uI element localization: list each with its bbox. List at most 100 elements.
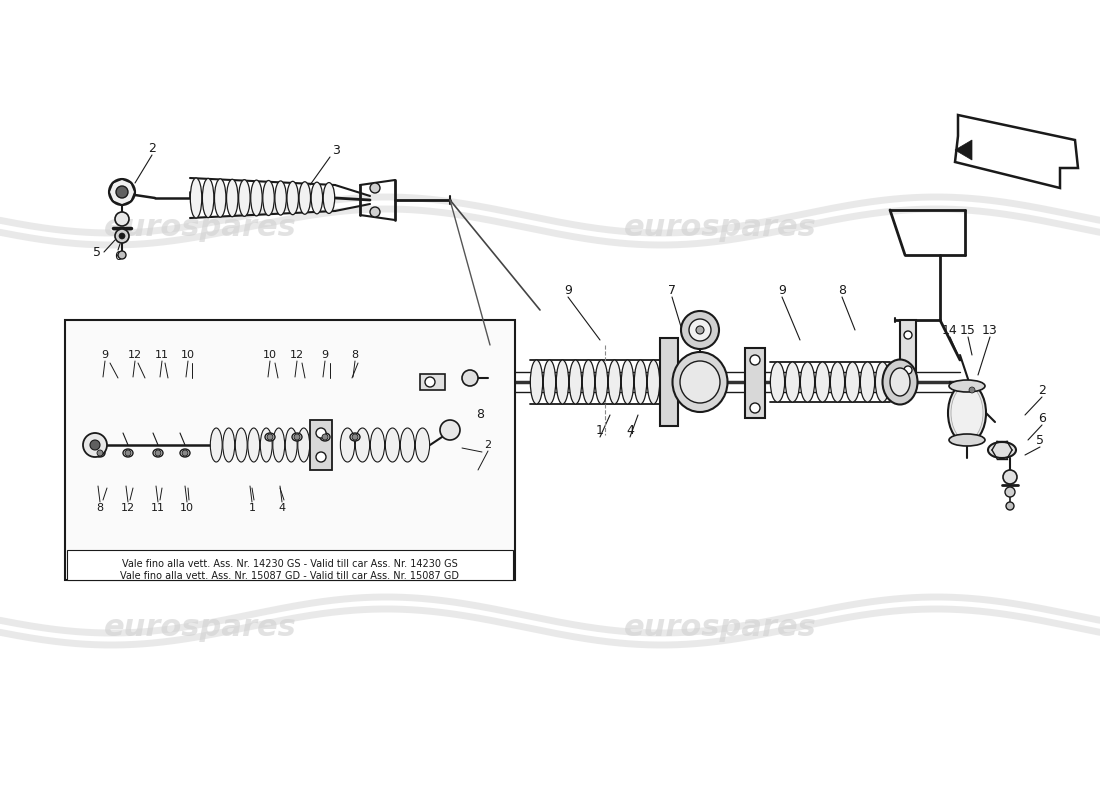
Bar [65,320,515,580]
Ellipse shape [153,449,163,457]
Circle shape [90,440,100,450]
Text: 2: 2 [148,142,156,154]
Ellipse shape [608,360,620,404]
Ellipse shape [323,182,334,214]
Circle shape [97,450,103,456]
Circle shape [750,403,760,413]
Ellipse shape [635,360,647,404]
Bar [420,374,446,390]
Ellipse shape [235,428,248,462]
Ellipse shape [275,181,286,215]
Ellipse shape [949,380,984,392]
Circle shape [118,251,127,259]
Bar [660,338,678,426]
Ellipse shape [416,428,430,462]
Ellipse shape [570,360,582,404]
Circle shape [155,450,161,456]
Ellipse shape [582,360,595,404]
Text: 2: 2 [484,440,492,450]
Circle shape [267,434,273,440]
Text: 4: 4 [626,423,634,437]
Ellipse shape [876,362,890,402]
Text: 1: 1 [249,503,255,513]
Ellipse shape [595,360,607,404]
Text: eurospares: eurospares [624,214,816,242]
Ellipse shape [311,182,322,214]
Ellipse shape [355,428,370,462]
Ellipse shape [371,428,385,462]
Circle shape [116,229,129,243]
Ellipse shape [350,433,360,441]
Text: Vale fino alla vett. Ass. Nr. 15087 GD - Valid till car Ass. Nr. 15087 GD: Vale fino alla vett. Ass. Nr. 15087 GD -… [121,571,460,581]
Ellipse shape [830,362,845,402]
Text: 10: 10 [263,350,277,360]
Ellipse shape [285,428,297,462]
Circle shape [370,207,379,217]
Ellipse shape [251,180,262,216]
Bar [900,320,916,385]
Text: 8: 8 [351,350,359,360]
Ellipse shape [287,182,298,214]
Circle shape [1003,470,1018,484]
Text: 12: 12 [128,350,142,360]
Ellipse shape [557,360,569,404]
Text: eurospares: eurospares [624,614,816,642]
Ellipse shape [292,433,302,441]
Ellipse shape [949,434,984,446]
Ellipse shape [952,386,983,440]
Ellipse shape [846,362,859,402]
Circle shape [82,433,107,457]
Ellipse shape [543,360,556,404]
Ellipse shape [265,433,275,441]
Ellipse shape [530,360,542,404]
Ellipse shape [263,181,274,215]
Bar [310,420,332,470]
Ellipse shape [815,362,829,402]
Ellipse shape [299,182,310,214]
Ellipse shape [320,433,330,441]
Circle shape [316,428,326,438]
Text: 13: 13 [982,323,998,337]
Circle shape [322,434,328,440]
Circle shape [125,450,131,456]
Circle shape [969,387,975,393]
Text: 10: 10 [180,503,194,513]
Text: 12: 12 [121,503,135,513]
Ellipse shape [672,352,727,412]
Circle shape [109,179,135,205]
Text: 8: 8 [476,409,484,422]
Circle shape [182,450,188,456]
Ellipse shape [227,179,238,217]
Polygon shape [955,140,972,160]
Text: 12: 12 [290,350,304,360]
Ellipse shape [400,428,415,462]
Ellipse shape [770,362,784,402]
Text: 11: 11 [151,503,165,513]
Circle shape [116,186,128,198]
Ellipse shape [988,442,1016,458]
Circle shape [904,331,912,339]
Ellipse shape [214,179,225,217]
Circle shape [352,434,358,440]
Text: 10: 10 [182,350,195,360]
Circle shape [425,377,435,387]
Text: 1: 1 [596,423,604,437]
Text: 4: 4 [278,503,286,513]
Text: 5: 5 [94,246,101,258]
Ellipse shape [298,428,310,462]
Text: 8: 8 [838,283,846,297]
Ellipse shape [647,360,660,404]
Text: 8: 8 [97,503,103,513]
Ellipse shape [190,178,201,218]
Text: eurospares: eurospares [103,214,296,242]
Ellipse shape [202,178,213,218]
Bar [745,348,764,418]
Text: 11: 11 [155,350,169,360]
Text: 9: 9 [321,350,329,360]
Ellipse shape [223,428,234,462]
Ellipse shape [882,359,917,405]
Bar [67,550,513,580]
Ellipse shape [801,362,815,402]
Ellipse shape [890,368,910,396]
Ellipse shape [95,449,104,457]
